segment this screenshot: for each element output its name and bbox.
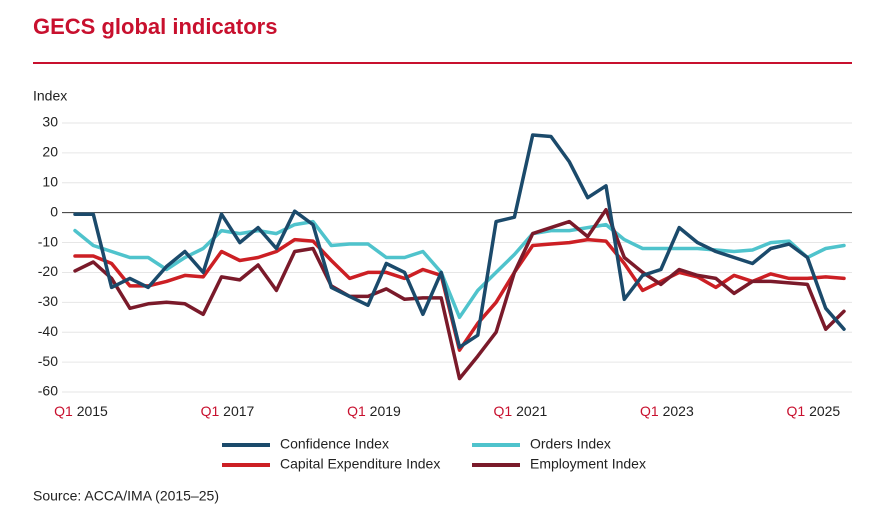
legend-label: Capital Expenditure Index [280, 456, 440, 472]
series-line [73, 133, 846, 349]
x-tick-label: Q1 2021 [494, 403, 548, 419]
legend-label: Orders Index [530, 436, 611, 452]
legend-label: Confidence Index [280, 436, 389, 452]
x-tick-label: Q1 2019 [347, 403, 401, 419]
y-tick-label: 10 [42, 173, 58, 189]
y-tick-label: -20 [38, 263, 58, 279]
legend-label: Employment Index [530, 456, 646, 472]
series-line [73, 207, 846, 381]
source: Source: ACCA/IMA (2015–25) [33, 488, 219, 504]
series-line [73, 219, 846, 320]
y-tick-label: -60 [38, 383, 58, 399]
y-tick-label: -40 [38, 323, 58, 339]
y-axis-label: Index [33, 88, 67, 104]
y-tick-label: -30 [38, 293, 58, 309]
chart-title: GECS global indicators [33, 14, 277, 39]
y-tick-label: -50 [38, 353, 58, 369]
y-tick-label: 0 [50, 203, 58, 219]
x-tick-label: Q1 2015 [54, 403, 108, 419]
series-line [73, 237, 846, 352]
x-tick-label: Q1 2017 [201, 403, 255, 419]
y-tick-label: 30 [42, 114, 58, 130]
y-tick-label: 20 [42, 144, 58, 160]
x-tick-label: Q1 2023 [640, 403, 694, 419]
x-tick-label: Q1 2025 [787, 403, 841, 419]
y-tick-label: -10 [38, 233, 58, 249]
